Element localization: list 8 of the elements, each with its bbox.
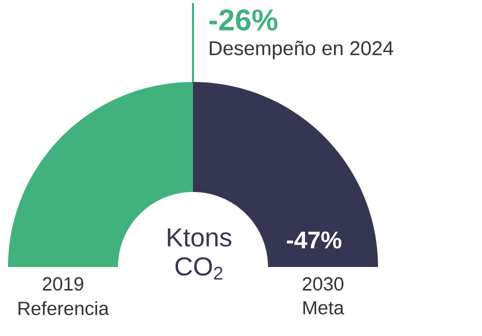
text: 2030 bbox=[302, 277, 344, 291]
text: Ktons CO$_{2}$ bbox=[168, 228, 232, 280]
text: Desempeño en 2024 bbox=[210, 40, 394, 60]
text: 2019 bbox=[42, 277, 84, 291]
text: Meta bbox=[303, 301, 344, 314]
text: -26% bbox=[209, 9, 278, 31]
text: -47% bbox=[286, 232, 342, 248]
text: Referencia bbox=[18, 301, 109, 316]
